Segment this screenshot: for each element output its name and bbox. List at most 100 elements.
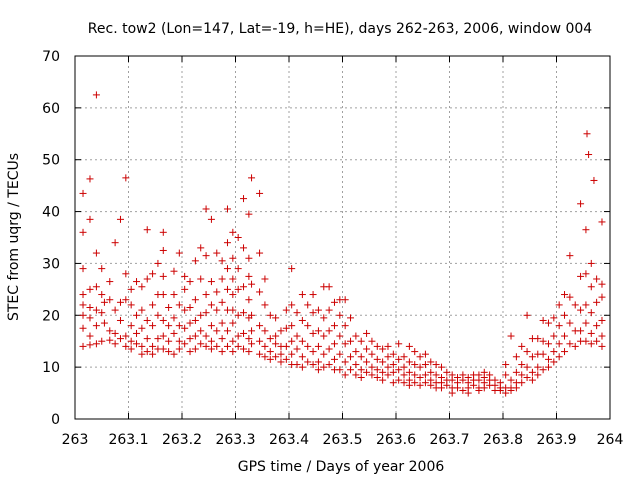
data-point bbox=[159, 228, 167, 236]
data-point bbox=[341, 340, 349, 348]
data-point bbox=[405, 358, 413, 366]
data-point bbox=[288, 301, 296, 309]
data-point bbox=[304, 322, 312, 330]
data-point bbox=[229, 337, 237, 345]
data-point bbox=[561, 332, 569, 340]
data-point bbox=[240, 329, 248, 337]
data-point bbox=[314, 366, 322, 374]
x-tick-label: 263.9 bbox=[536, 432, 576, 448]
data-point bbox=[256, 189, 264, 197]
data-point bbox=[202, 252, 210, 260]
data-point bbox=[314, 342, 322, 350]
data-point bbox=[143, 348, 151, 356]
data-point bbox=[373, 366, 381, 374]
data-point bbox=[149, 301, 157, 309]
data-point bbox=[555, 322, 563, 330]
data-point bbox=[266, 335, 274, 343]
data-point bbox=[165, 348, 173, 356]
data-point bbox=[480, 384, 488, 392]
data-point bbox=[496, 386, 504, 394]
data-point bbox=[534, 335, 542, 343]
data-point bbox=[138, 283, 146, 291]
data-point bbox=[175, 322, 183, 330]
data-point bbox=[561, 291, 569, 299]
data-point bbox=[330, 355, 338, 363]
data-point bbox=[583, 130, 591, 138]
data-point bbox=[229, 291, 237, 299]
y-tick-labels: 0 10 20 30 40 50 60 70 bbox=[42, 49, 60, 428]
data-point bbox=[223, 265, 231, 273]
data-point bbox=[395, 366, 403, 374]
data-point bbox=[234, 332, 242, 340]
data-point bbox=[202, 342, 210, 350]
data-point bbox=[154, 311, 162, 319]
data-point bbox=[368, 363, 376, 371]
data-point bbox=[320, 350, 328, 358]
data-point bbox=[122, 342, 130, 350]
data-point bbox=[330, 298, 338, 306]
data-point bbox=[341, 358, 349, 366]
y-tick-label: 30 bbox=[42, 256, 60, 272]
data-point bbox=[336, 332, 344, 340]
data-point bbox=[357, 374, 365, 382]
data-point bbox=[427, 358, 435, 366]
data-point bbox=[229, 348, 237, 356]
data-point bbox=[154, 335, 162, 343]
data-point bbox=[272, 340, 280, 348]
y-tick-label: 0 bbox=[51, 412, 60, 428]
y-tick-label: 40 bbox=[42, 205, 60, 221]
data-point bbox=[544, 363, 552, 371]
data-point bbox=[106, 296, 114, 304]
data-point bbox=[347, 353, 355, 361]
data-point bbox=[368, 337, 376, 345]
data-point bbox=[229, 228, 237, 236]
data-point bbox=[523, 311, 531, 319]
data-point bbox=[518, 371, 526, 379]
y-tick-label: 60 bbox=[42, 101, 60, 117]
data-point bbox=[502, 371, 510, 379]
data-point bbox=[197, 275, 205, 283]
data-point bbox=[368, 350, 376, 358]
data-point bbox=[191, 257, 199, 265]
data-point bbox=[523, 363, 531, 371]
data-point bbox=[106, 327, 114, 335]
data-point bbox=[170, 329, 178, 337]
data-point bbox=[379, 358, 387, 366]
data-point bbox=[175, 301, 183, 309]
data-point bbox=[571, 301, 579, 309]
data-point bbox=[539, 366, 547, 374]
data-point bbox=[539, 316, 547, 324]
data-point bbox=[577, 200, 585, 208]
data-point bbox=[454, 384, 462, 392]
data-point bbox=[539, 337, 547, 345]
data-point bbox=[98, 309, 106, 317]
data-point bbox=[207, 301, 215, 309]
data-point bbox=[79, 189, 87, 197]
data-point bbox=[400, 371, 408, 379]
data-point bbox=[138, 324, 146, 332]
data-point bbox=[539, 350, 547, 358]
data-point bbox=[512, 368, 520, 376]
data-point bbox=[411, 361, 419, 369]
data-points bbox=[79, 91, 606, 397]
data-point bbox=[282, 306, 290, 314]
chart-title: Rec. tow2 (Lon=147, Lat=-19, h=HE), days… bbox=[88, 21, 592, 37]
data-point bbox=[427, 381, 435, 389]
data-point bbox=[181, 306, 189, 314]
data-point bbox=[379, 368, 387, 376]
data-point bbox=[149, 342, 157, 350]
data-point bbox=[373, 374, 381, 382]
data-point bbox=[566, 252, 574, 260]
data-point bbox=[186, 278, 194, 286]
data-point bbox=[256, 350, 264, 358]
data-point bbox=[293, 309, 301, 317]
data-point bbox=[127, 337, 135, 345]
data-point bbox=[443, 368, 451, 376]
data-point bbox=[587, 329, 595, 337]
data-point bbox=[320, 332, 328, 340]
data-point bbox=[218, 275, 226, 283]
data-point bbox=[544, 319, 552, 327]
data-point bbox=[432, 361, 440, 369]
data-point bbox=[223, 285, 231, 293]
data-point bbox=[459, 376, 467, 384]
